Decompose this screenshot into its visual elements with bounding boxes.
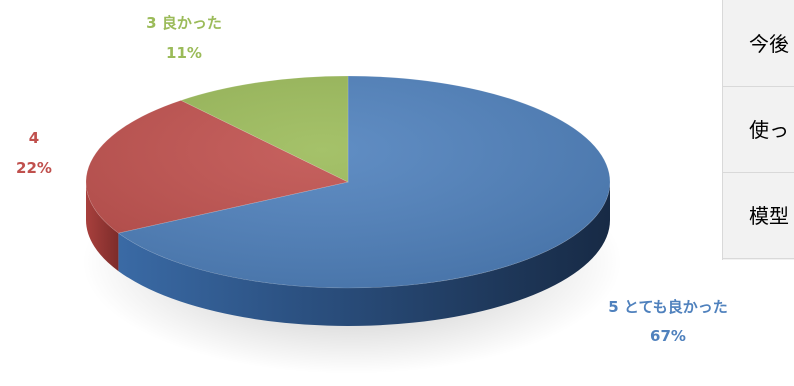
slice-4-percent-label: 22%	[16, 159, 52, 177]
side-panel-row: 今後	[723, 0, 794, 87]
slice-very-good-side	[118, 182, 610, 326]
side-panel-row: 模型	[723, 172, 794, 259]
side-panel: 今後 使っ 模型	[722, 0, 794, 260]
side-panel-text: 模型	[749, 204, 789, 228]
side-panel-text: 今後	[749, 32, 789, 56]
side-panel-text: 使っ	[749, 118, 789, 142]
slice-very-good-percent-label: 67%	[650, 327, 686, 345]
slice-very-good-name-label: 5 とても良かった	[608, 298, 727, 316]
side-panel-row: 使っ	[723, 86, 794, 173]
slice-good-name-label: 3 良かった	[146, 14, 222, 32]
slice-good-percent-label: 11%	[166, 44, 202, 62]
slice-4-name-label: 4	[29, 129, 39, 147]
